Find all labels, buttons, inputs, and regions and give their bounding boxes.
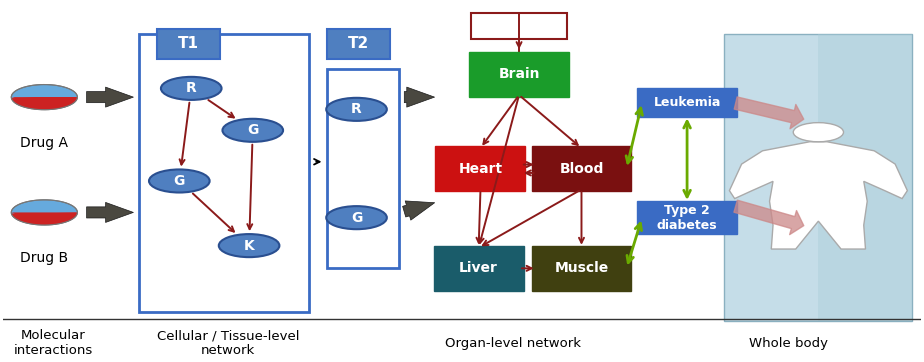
- Circle shape: [219, 234, 279, 257]
- Circle shape: [794, 123, 844, 142]
- FancyBboxPatch shape: [327, 69, 399, 268]
- Text: G: G: [351, 211, 362, 225]
- Text: Muscle: Muscle: [554, 261, 609, 275]
- Text: T1: T1: [178, 36, 199, 51]
- FancyBboxPatch shape: [469, 52, 568, 97]
- Text: Organ-level network: Organ-level network: [444, 337, 580, 350]
- FancyBboxPatch shape: [638, 88, 736, 117]
- Polygon shape: [11, 212, 78, 225]
- Circle shape: [223, 119, 283, 142]
- Text: Drug B: Drug B: [20, 251, 68, 265]
- Text: G: G: [174, 174, 185, 188]
- FancyBboxPatch shape: [532, 146, 631, 191]
- Circle shape: [326, 206, 387, 229]
- Circle shape: [149, 169, 210, 193]
- Text: Blood: Blood: [559, 162, 603, 176]
- Text: R: R: [351, 102, 362, 116]
- FancyBboxPatch shape: [723, 34, 912, 321]
- Polygon shape: [11, 97, 78, 110]
- FancyBboxPatch shape: [532, 246, 631, 291]
- FancyBboxPatch shape: [327, 29, 390, 59]
- Text: Molecular
interactions: Molecular interactions: [14, 329, 93, 357]
- FancyBboxPatch shape: [638, 201, 736, 234]
- Text: R: R: [186, 81, 197, 95]
- Text: K: K: [244, 239, 254, 253]
- Text: Heart: Heart: [458, 162, 503, 176]
- FancyBboxPatch shape: [435, 146, 526, 191]
- Text: Brain: Brain: [498, 67, 540, 81]
- Polygon shape: [729, 142, 907, 249]
- Text: T2: T2: [347, 36, 369, 51]
- FancyBboxPatch shape: [471, 13, 566, 39]
- Text: Liver: Liver: [459, 261, 498, 275]
- Text: Leukemia: Leukemia: [653, 96, 721, 109]
- Text: Cellular / Tissue-level
network: Cellular / Tissue-level network: [157, 329, 299, 357]
- Text: Drug A: Drug A: [20, 135, 68, 150]
- Polygon shape: [11, 85, 78, 110]
- Text: Whole body: Whole body: [748, 337, 828, 350]
- FancyBboxPatch shape: [433, 246, 524, 291]
- Polygon shape: [11, 200, 78, 225]
- FancyBboxPatch shape: [139, 34, 309, 312]
- Text: Type 2
diabetes: Type 2 diabetes: [657, 204, 717, 232]
- Circle shape: [161, 77, 222, 100]
- Text: G: G: [247, 123, 259, 137]
- Circle shape: [326, 98, 387, 121]
- FancyBboxPatch shape: [818, 34, 912, 321]
- FancyBboxPatch shape: [157, 29, 220, 59]
